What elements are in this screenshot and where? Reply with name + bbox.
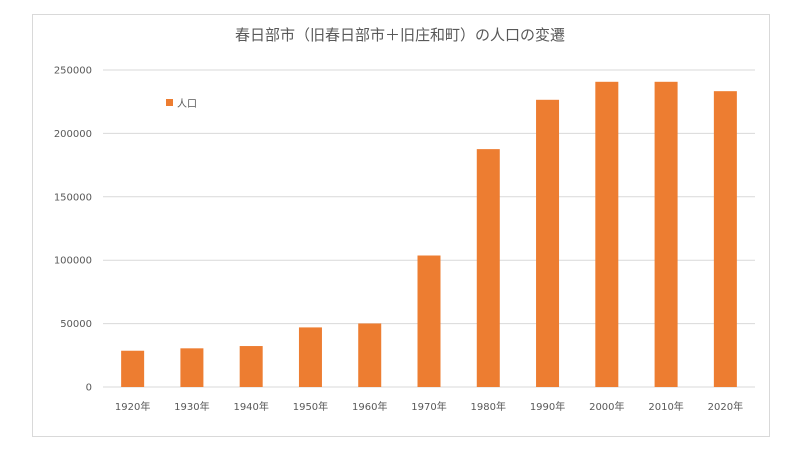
- bar: [358, 323, 382, 387]
- legend: 人口: [166, 95, 197, 110]
- chart-title: 春日部市（旧春日部市＋旧庄和町）の人口の変遷: [234, 26, 565, 44]
- x-tick-label: 2020年: [708, 400, 743, 413]
- x-tick-label: 1920年: [115, 400, 150, 413]
- chart-area: [32, 14, 770, 437]
- bar: [713, 91, 737, 387]
- bar: [121, 350, 145, 387]
- x-tick-label: 1930年: [174, 400, 209, 413]
- bar: [417, 255, 441, 387]
- bar: [595, 81, 619, 388]
- bar: [476, 149, 500, 387]
- bar: [536, 99, 560, 387]
- x-tick-label: 1990年: [530, 400, 565, 413]
- y-tick-label: 250000: [54, 66, 92, 77]
- legend-label: 人口: [177, 99, 197, 110]
- y-tick-label: 0: [86, 383, 92, 394]
- bar: [654, 81, 678, 388]
- y-tick-label: 50000: [60, 319, 92, 330]
- y-tick-label: 150000: [54, 192, 92, 203]
- bar: [180, 348, 204, 387]
- x-tick-label: 1950年: [293, 400, 328, 413]
- x-tick-label: 1940年: [233, 400, 268, 413]
- legend-swatch: [166, 99, 173, 106]
- x-tick-label: 1970年: [411, 400, 446, 413]
- y-tick-label: 200000: [54, 129, 92, 140]
- bar: [239, 346, 263, 387]
- x-tick-label: 2010年: [648, 400, 683, 413]
- bar: [298, 327, 322, 387]
- x-tick-label: 2000年: [589, 400, 624, 413]
- x-tick-label: 1960年: [352, 400, 387, 413]
- x-tick-label: 1980年: [471, 400, 506, 413]
- y-tick-label: 100000: [54, 256, 92, 267]
